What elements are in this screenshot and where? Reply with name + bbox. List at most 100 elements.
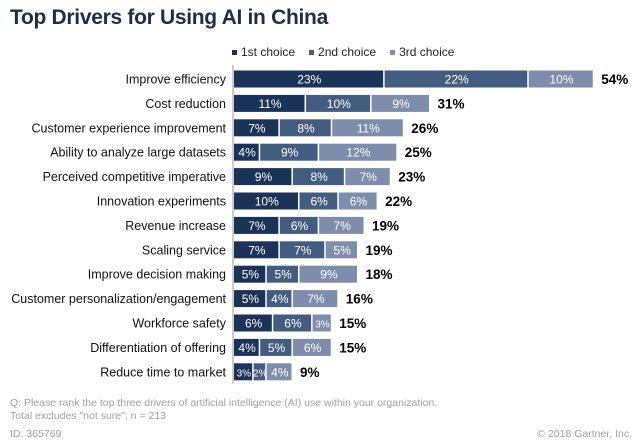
bar-segment-3	[266, 363, 292, 381]
data-label: 6%	[350, 195, 368, 209]
category-label: Innovation experiments	[97, 195, 226, 209]
data-label: 4%	[238, 146, 256, 160]
data-label: 23%	[297, 73, 321, 87]
data-label: 10%	[255, 195, 279, 209]
data-label: 8%	[310, 170, 328, 184]
bar-segment-2	[384, 70, 528, 88]
category-label: Customer personalization/engagement	[11, 292, 226, 306]
bar-segment-1	[234, 290, 266, 308]
category-label: Perceived competitive imperative	[43, 170, 226, 184]
data-label: 12%	[346, 146, 370, 160]
category-label: Reduce time to market	[100, 365, 226, 379]
data-label: 5%	[268, 341, 286, 355]
data-label: 3%	[315, 320, 330, 331]
bar-segment-3	[292, 290, 338, 308]
bar-segment-2	[292, 168, 344, 186]
total-label: 15%	[339, 316, 366, 331]
chart-title: Top Drivers for Using AI in China	[10, 6, 328, 29]
total-label: 19%	[365, 243, 392, 258]
category-label: Revenue increase	[125, 219, 226, 233]
data-label: 10%	[549, 73, 573, 87]
data-label: 3%	[237, 368, 252, 379]
data-label: 7%	[294, 243, 312, 257]
bar-segment-2	[279, 216, 318, 234]
bar-segment-2	[260, 143, 318, 161]
bar-segment-1	[234, 338, 259, 356]
plot-area: Improve efficiency 23% 22% 10% 54% Cost reduc…	[11, 65, 628, 384]
bar-segment-2	[273, 314, 312, 332]
bar-segment-3	[292, 338, 331, 356]
data-label: 7%	[333, 219, 351, 233]
chart-id: ID: 365769	[10, 428, 62, 440]
data-label: 9%	[255, 170, 273, 184]
total-label: 16%	[346, 292, 373, 307]
bar-segment-2	[279, 119, 331, 137]
category-label: Differentiation of offering	[90, 341, 226, 355]
data-label: 8%	[297, 121, 315, 135]
category-label: Cost reduction	[145, 97, 226, 111]
data-label: 5%	[333, 243, 351, 257]
data-label: 7%	[248, 121, 266, 135]
bar-segment-3	[332, 119, 403, 137]
data-label: 6%	[284, 317, 302, 331]
bar-segment-3	[299, 265, 357, 283]
data-label: 7%	[307, 292, 325, 306]
data-label: 6%	[304, 341, 322, 355]
legend: 1st choice 2nd choice 3rd choice	[232, 45, 454, 59]
legend-item-3: 3rd choice	[390, 45, 454, 59]
category-label: Customer experience improvement	[31, 121, 226, 135]
bar-segment-2	[279, 241, 325, 259]
bar-segment-2	[299, 192, 338, 210]
total-label: 31%	[438, 96, 465, 111]
bar-segment-1	[234, 143, 259, 161]
data-label: 4%	[271, 292, 289, 306]
bar-segment-2	[253, 363, 266, 381]
total-label: 15%	[339, 340, 366, 355]
bar-segment-1	[234, 363, 253, 381]
bar-segment-3	[345, 168, 390, 186]
legend-item-2: 2nd choice	[309, 45, 376, 59]
data-label: 10%	[327, 97, 351, 111]
data-label: 6%	[291, 219, 309, 233]
bar-segment-1	[234, 241, 279, 259]
bar-segment-1	[234, 94, 305, 112]
data-label: 9%	[281, 146, 299, 160]
data-label: 7%	[248, 219, 266, 233]
data-label: 11%	[357, 121, 380, 135]
bar-segment-2	[266, 290, 292, 308]
data-label: 9%	[392, 97, 410, 111]
bar-segment-2	[306, 94, 371, 112]
data-label: 11%	[258, 97, 281, 111]
data-label: 6%	[310, 195, 328, 209]
data-label: 4%	[238, 341, 256, 355]
bar-segment-3	[319, 216, 364, 234]
bar-segment-3	[325, 241, 357, 259]
bar-segment-3	[338, 192, 377, 210]
bar-segment-1	[234, 119, 279, 137]
total-label: 25%	[405, 145, 432, 160]
bar-segment-2	[266, 265, 298, 283]
total-label: 18%	[365, 267, 392, 282]
bar-segment-3	[312, 314, 331, 332]
data-label: 4%	[271, 365, 289, 379]
footnote-question: Q: Please rank the top three drivers of …	[10, 397, 438, 409]
category-label: Ability to analyze large datasets	[50, 146, 226, 160]
total-label: 54%	[601, 72, 628, 87]
data-label: 7%	[248, 243, 266, 257]
total-label: 23%	[398, 170, 425, 185]
data-label: 9%	[320, 268, 338, 282]
total-label: 9%	[300, 365, 320, 380]
bar-segment-3	[371, 94, 429, 112]
data-label: 7%	[360, 170, 378, 184]
bar-segment-3	[528, 70, 593, 88]
legend-item-1: 1st choice	[232, 45, 295, 59]
copyright: © 2018 Gartner, Inc.	[537, 428, 632, 440]
data-label: 2%	[253, 368, 268, 379]
data-label: 5%	[242, 268, 260, 282]
category-label: Workforce safety	[132, 317, 226, 331]
data-label: 6%	[245, 317, 263, 331]
data-label: 22%	[445, 73, 469, 87]
total-label: 19%	[372, 218, 399, 233]
category-label: Scaling service	[142, 243, 226, 257]
